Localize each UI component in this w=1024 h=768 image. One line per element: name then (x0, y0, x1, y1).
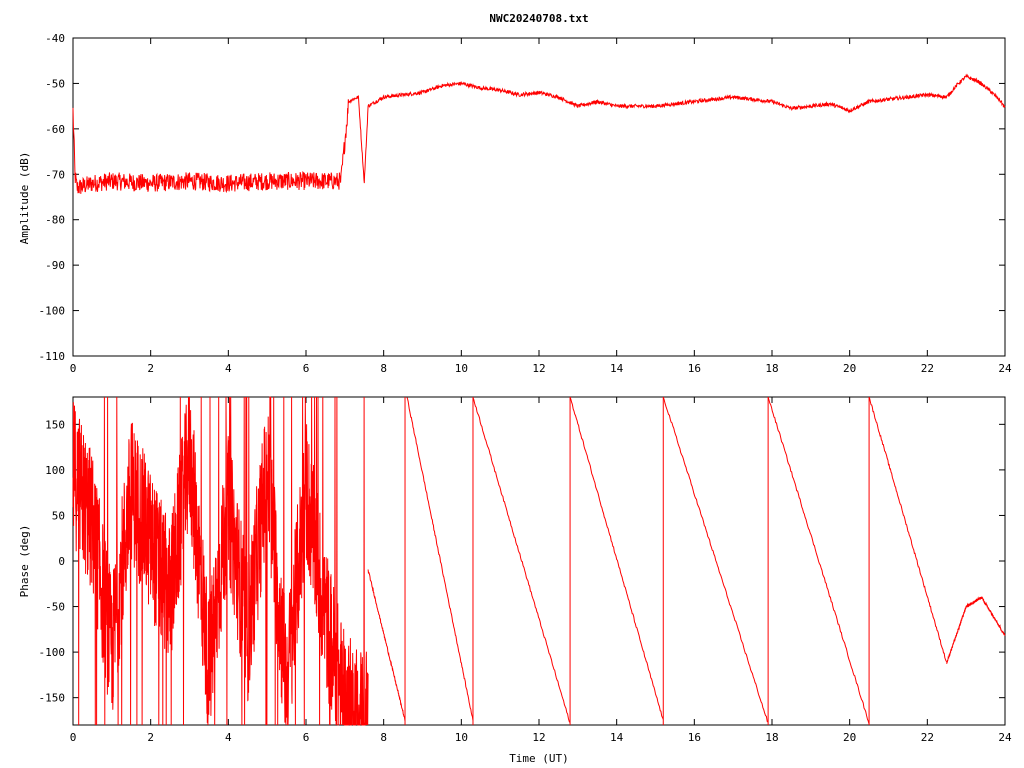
amplitude-y-tick-label: -90 (45, 259, 65, 272)
phase-ramp-line (981, 596, 1006, 636)
chart-title: NWC20240708.txt (489, 12, 588, 25)
phase-ramp-line (946, 606, 967, 664)
x-axis-label: Time (UT) (509, 752, 569, 765)
phase-x-tick-label: 8 (380, 731, 387, 744)
amplitude-x-tick-label: 6 (303, 362, 310, 375)
phase-ramp-line (767, 396, 870, 725)
phase-x-tick-label: 22 (921, 731, 934, 744)
phase-series (72, 396, 1006, 726)
amplitude-y-tick-label: -60 (45, 123, 65, 136)
amplitude-x-tick-label: 14 (610, 362, 624, 375)
phase-y-tick-label: -100 (39, 646, 66, 659)
phase-y-tick-label: 50 (52, 509, 65, 522)
phase-y-tick-label: 0 (58, 555, 65, 568)
phase-y-tick-label: 100 (45, 464, 65, 477)
phase-x-tick-label: 18 (765, 731, 778, 744)
amplitude-x-tick-label: 16 (688, 362, 701, 375)
phase-y-tick-label: -150 (39, 692, 66, 705)
amplitude-y-tick-label: -40 (45, 32, 65, 45)
phase-ramp-line (367, 569, 406, 722)
phase-x-ticks: 0 2 4 6 8 10 12 14 16 18 20 22 24 (70, 397, 1012, 744)
amplitude-plot-frame (72, 37, 1006, 357)
amplitude-series-line (72, 73, 1006, 194)
phase-x-tick-label: 24 (998, 731, 1012, 744)
amplitude-x-tick-label: 10 (455, 362, 468, 375)
amplitude-panel: -40-50-60-70-80-90-100-110 0 2 4 6 8 10 12 14 16… (18, 32, 1012, 375)
phase-y-tick-label: -50 (45, 601, 65, 614)
amplitude-x-ticks: 0 2 4 6 8 10 12 14 16 18 20 22 24 (70, 38, 1012, 375)
phase-x-tick-label: 20 (843, 731, 856, 744)
phase-y-axis-label: Phase (deg) (18, 525, 31, 598)
phase-y-ticks: 150 100 50 0 -50 -100 -150 (39, 418, 1005, 705)
amplitude-x-tick-label: 0 (70, 362, 77, 375)
amplitude-x-tick-label: 8 (380, 362, 387, 375)
amplitude-y-tick-label: -110 (39, 350, 66, 363)
phase-ramp-line (868, 397, 948, 663)
phase-x-tick-label: 14 (610, 731, 624, 744)
amplitude-y-axis-label: Amplitude (dB) (18, 152, 31, 245)
amplitude-y-tick-label: -70 (45, 168, 65, 181)
phase-y-tick-label: 150 (45, 418, 65, 431)
phase-ramp-line (662, 396, 769, 723)
phase-x-tick-label: 4 (225, 731, 232, 744)
amplitude-y-tick-label: -100 (39, 305, 66, 318)
amplitude-y-ticks: -40 -50 -60 -70 -80 -90 -100 -110 (39, 32, 1005, 363)
amplitude-x-tick-label: 22 (921, 362, 934, 375)
phase-x-tick-label: 10 (455, 731, 468, 744)
phase-ramp-line (569, 396, 664, 720)
amplitude-x-tick-label: 18 (765, 362, 778, 375)
amplitude-x-tick-label: 2 (147, 362, 154, 375)
amplitude-x-tick-label: 24 (998, 362, 1012, 375)
amplitude-x-tick-label: 20 (843, 362, 856, 375)
amplitude-y-tick-label: -50 (45, 77, 65, 90)
phase-x-tick-label: 12 (532, 731, 545, 744)
phase-x-tick-label: 2 (147, 731, 154, 744)
amplitude-x-tick-label: 12 (532, 362, 545, 375)
phase-x-tick-label: 6 (303, 731, 310, 744)
amplitude-x-tick-label: 4 (225, 362, 232, 375)
phase-ramp-line (472, 397, 571, 724)
phase-noisy-segment (72, 396, 369, 726)
phase-ramp-line (965, 596, 983, 608)
phase-x-tick-label: 16 (688, 731, 701, 744)
phase-ramp-line (406, 397, 474, 721)
amplitude-y-tick-label: -80 (45, 214, 65, 227)
phase-x-tick-label: 0 (70, 731, 77, 744)
